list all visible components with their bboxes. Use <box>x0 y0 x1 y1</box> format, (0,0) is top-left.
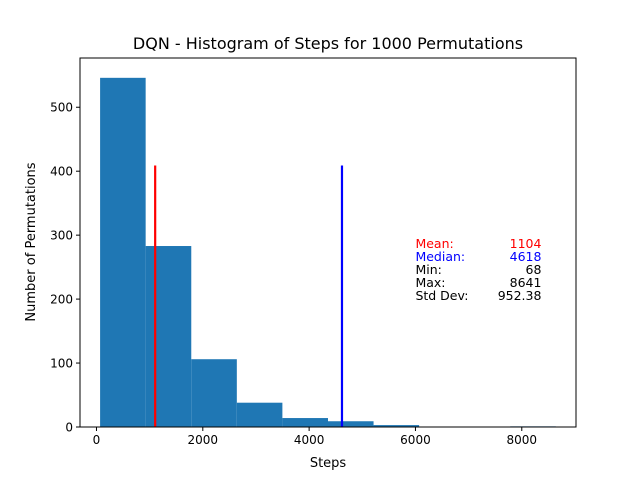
histogram-bars <box>100 77 556 428</box>
histogram-bar <box>100 77 146 428</box>
stat-label: Std Dev: <box>415 288 468 303</box>
stats-annotation: Mean: 1104 Median: 4618 Min: 68 Max: 8641 Std De… <box>415 236 541 303</box>
histogram-bar <box>236 402 283 427</box>
y-tick-label: 300 <box>50 229 73 243</box>
x-axis-label: Steps <box>310 456 347 471</box>
y-axis-ticks: 0 100 200 300 400 500 <box>50 101 80 435</box>
stat-value: 952.38 <box>498 288 542 303</box>
x-axis-ticks: 0 2000 4000 6000 8000 <box>93 427 537 447</box>
y-axis-label: Number of Permutations <box>24 162 39 321</box>
stat-label: Median: <box>415 249 465 264</box>
stat-label: Min: <box>415 262 441 277</box>
x-tick-label: 6000 <box>400 433 431 447</box>
stat-value: 8641 <box>510 275 542 290</box>
stat-value: 1104 <box>510 236 542 251</box>
y-tick-label: 200 <box>50 293 73 307</box>
axes-frame <box>79 57 577 428</box>
stat-value: 4618 <box>510 249 542 264</box>
y-tick-label: 400 <box>50 165 73 179</box>
histogram-bar <box>145 246 192 427</box>
chart-title: DQN - Histogram of Steps for 1000 Permut… <box>133 34 523 53</box>
y-tick-label: 100 <box>50 357 73 371</box>
x-tick-label: 8000 <box>507 433 538 447</box>
y-tick-label: 500 <box>50 101 73 115</box>
x-tick-label: 0 <box>93 433 101 447</box>
histogram-bar <box>191 359 237 427</box>
histogram-bar <box>328 421 374 427</box>
x-tick-label: 2000 <box>188 433 219 447</box>
stat-label: Mean: <box>415 236 453 251</box>
histogram-bar <box>282 418 328 427</box>
stat-label: Max: <box>415 275 445 290</box>
x-tick-label: 4000 <box>294 433 325 447</box>
histogram-bar <box>373 425 420 427</box>
stat-value: 68 <box>526 262 542 277</box>
y-tick-label: 0 <box>65 421 73 435</box>
reference-lines <box>154 165 344 427</box>
